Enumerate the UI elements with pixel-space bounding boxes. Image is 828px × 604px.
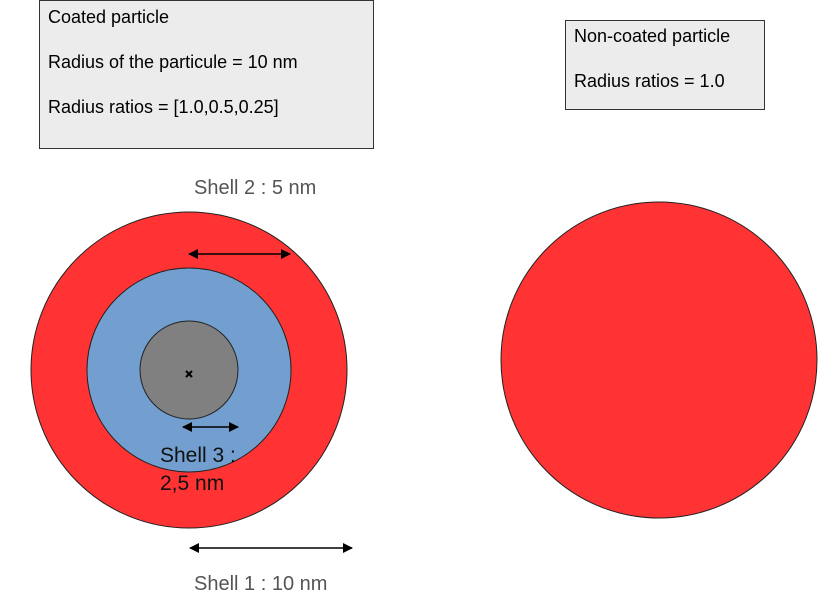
coated-particle-info-box: Coated particle Radius of the particule … <box>39 0 374 149</box>
shell-1-label: Shell 1 : 10 nm <box>194 573 327 595</box>
noncoated-box-ratios: Radius ratios = 1.0 <box>574 71 725 91</box>
coated-box-title: Coated particle <box>48 7 170 27</box>
coated-box-ratios: Radius ratios = [1.0,0.5,0.25] <box>48 97 279 117</box>
shell-2-label: Shell 2 : 5 nm <box>194 177 316 199</box>
center-mark-icon <box>185 370 193 378</box>
noncoated-particle-circle <box>500 201 818 519</box>
noncoated-particle-info-box: Non-coated particle Radius ratios = 1.0 <box>565 20 765 110</box>
shell-3-label-line1: Shell 3 : <box>160 444 236 467</box>
noncoated-box-title: Non-coated particle <box>574 26 731 46</box>
coated-box-radius: Radius of the particule = 10 nm <box>48 52 298 72</box>
shell-3-circle <box>139 320 239 420</box>
shell-3-label-line2: 2,5 nm <box>160 472 224 495</box>
